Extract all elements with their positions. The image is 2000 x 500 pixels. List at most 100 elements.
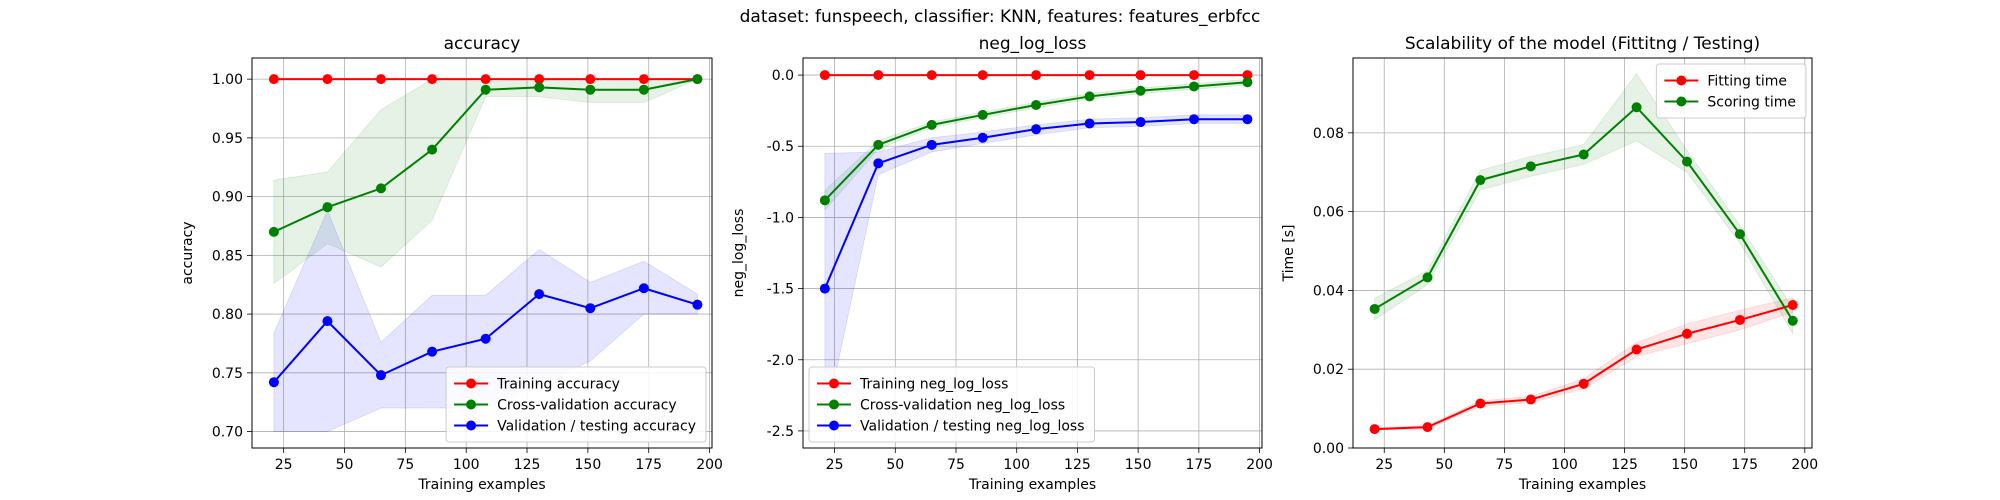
cross-validation-accuracy-point <box>322 202 333 213</box>
scoring-time-point <box>1631 102 1642 113</box>
legend-frame <box>1655 63 1807 119</box>
x-tick-label: 75 <box>947 457 965 473</box>
x-tick-label: 50 <box>886 457 904 473</box>
cross-validation-neg-log-loss-point <box>977 109 988 120</box>
axes-frame <box>1352 57 1813 449</box>
x-tick-label: 100 <box>453 457 480 473</box>
x-tick-label: 150 <box>1671 457 1698 473</box>
y-tick-label: -0.5 <box>767 139 794 155</box>
training-accuracy-point <box>375 74 386 85</box>
training-neg-log-loss-point <box>1084 70 1095 81</box>
legend: Training neg_log_loss Cross-validation ne… <box>808 366 1095 443</box>
fitting-time-point <box>1578 378 1589 389</box>
x-tick-label: 25 <box>1375 457 1393 473</box>
training-accuracy-point <box>585 74 596 85</box>
validation-testing-neg-log-loss-point <box>873 158 884 169</box>
legend-label: Scoring time <box>1707 95 1796 111</box>
legend-marker <box>466 399 477 410</box>
x-tick-label: 125 <box>514 457 541 473</box>
training-accuracy-point <box>480 74 491 85</box>
validation-testing-neg-log-loss-point <box>977 132 988 143</box>
axes-frame <box>251 57 713 449</box>
x-tick-label: 75 <box>1495 457 1513 473</box>
validation-testing-neg-log-loss-point <box>1189 114 1199 125</box>
y-tick-label: 0.04 <box>1313 283 1344 299</box>
training-neg-log-loss-point <box>1189 70 1199 81</box>
validation-testing-accuracy-point <box>585 303 596 314</box>
legend-item-training-accuracy: Training accuracy <box>454 377 620 393</box>
legend-frame <box>808 366 1095 443</box>
x-tick-label: 200 <box>1246 457 1273 473</box>
cross-validation-neg-log-loss-point <box>1084 91 1095 102</box>
cross-validation-neg-log-loss-point <box>926 119 937 130</box>
legend-label: Cross-validation accuracy <box>497 398 677 414</box>
validation-testing-neg-log-loss-point <box>1135 117 1146 128</box>
y-tick-label: -2.0 <box>767 353 794 369</box>
scoring-time-point <box>1525 161 1536 172</box>
scoring-time-band <box>1374 73 1794 336</box>
legend-marker <box>1676 96 1687 107</box>
training-neg-log-loss-point <box>819 70 830 81</box>
validation-testing-accuracy-point <box>268 377 279 388</box>
fitting-time-point <box>1631 344 1642 355</box>
validation-testing-accuracy-point <box>534 289 545 300</box>
cross-validation-neg-log-loss-point <box>1135 85 1146 96</box>
validation-testing-accuracy-point <box>638 283 649 294</box>
validation-testing-neg-log-loss-point <box>1084 118 1095 129</box>
y-tick-label: 0.80 <box>212 307 243 323</box>
x-tick-label: 25 <box>275 457 293 473</box>
legend-label: Cross-validation neg_log_loss <box>860 398 1065 414</box>
x-axis-label: Training examples <box>1518 477 1646 493</box>
x-tick-label: 125 <box>1064 457 1091 473</box>
training-neg-log-loss-point <box>1031 70 1042 81</box>
fitting-time-point <box>1422 422 1433 433</box>
cross-validation-neg-log-loss-point <box>819 195 830 206</box>
chart-title: Scalability of the model (Fittitng / Tes… <box>1405 34 1760 54</box>
fitting-time-point <box>1369 424 1380 435</box>
cross-validation-neg-log-loss-point <box>873 139 884 150</box>
x-tick-label: 125 <box>1611 457 1638 473</box>
y-tick-label: 0.90 <box>212 190 243 206</box>
validation-testing-accuracy-point <box>375 370 386 381</box>
x-tick-label: 75 <box>396 457 414 473</box>
fitting-time-point <box>1682 328 1693 339</box>
training-neg-log-loss-point <box>977 70 988 81</box>
y-tick-label: 0.02 <box>1313 362 1344 378</box>
cross-validation-accuracy-band <box>273 78 698 285</box>
x-tick-label: 50 <box>1435 457 1453 473</box>
fitting-time-point <box>1525 394 1536 405</box>
cross-validation-accuracy-point <box>427 144 438 155</box>
scoring-time-point <box>1787 315 1798 326</box>
cross-validation-neg-log-loss-point <box>1189 81 1199 92</box>
y-tick-label: 0.0 <box>772 68 794 84</box>
y-tick-label: 0.85 <box>212 248 243 264</box>
x-axis-label: Training examples <box>417 477 545 493</box>
y-tick-label: 0.95 <box>212 131 243 147</box>
x-tick-label: 175 <box>1731 457 1758 473</box>
x-tick-label: 150 <box>1125 457 1152 473</box>
y-tick-label: -1.0 <box>767 210 794 226</box>
x-tick-label: 175 <box>635 457 662 473</box>
scoring-time-point <box>1682 156 1693 167</box>
y-tick-label: 0.06 <box>1313 205 1344 221</box>
y-tick-label: 0.08 <box>1313 126 1344 142</box>
legend-marker <box>466 420 477 431</box>
legend-marker <box>829 399 839 410</box>
validation-testing-neg-log-loss-point <box>1242 114 1253 125</box>
y-tick-label: -1.5 <box>767 282 794 298</box>
training-accuracy-point <box>268 74 279 85</box>
y-tick-label: 0.00 <box>1313 441 1344 457</box>
cross-validation-neg-log-loss-point <box>1242 77 1253 88</box>
legend-marker <box>1676 75 1687 86</box>
cross-validation-accuracy-point <box>692 74 703 85</box>
x-tick-label: 200 <box>696 457 723 473</box>
legend: Training accuracy Cross-validation accura… <box>445 366 707 443</box>
fitting-time-point <box>1734 314 1745 325</box>
legend-item-cross-validation-neg-log-loss: Cross-validation neg_log_loss <box>817 398 1065 414</box>
training-accuracy-point <box>534 74 545 85</box>
plot-area <box>1374 73 1794 431</box>
x-tick-label: 25 <box>826 457 844 473</box>
